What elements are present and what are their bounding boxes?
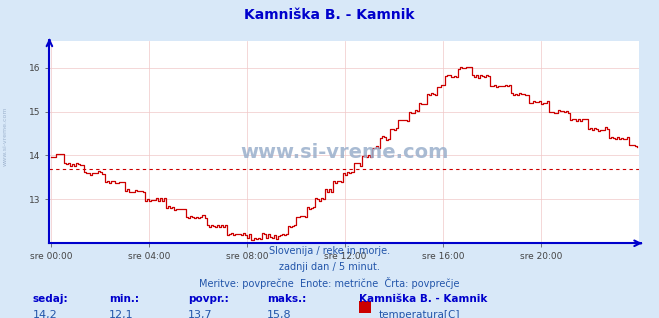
Text: 14,2: 14,2 xyxy=(33,310,58,318)
Text: Kamniška B. - Kamnik: Kamniška B. - Kamnik xyxy=(359,294,488,304)
Text: 12,1: 12,1 xyxy=(109,310,133,318)
Text: Slovenija / reke in morje.: Slovenija / reke in morje. xyxy=(269,246,390,256)
Text: Kamniška B. - Kamnik: Kamniška B. - Kamnik xyxy=(244,8,415,22)
Text: min.:: min.: xyxy=(109,294,139,304)
Text: zadnji dan / 5 minut.: zadnji dan / 5 minut. xyxy=(279,262,380,272)
Text: sedaj:: sedaj: xyxy=(33,294,69,304)
Text: 13,7: 13,7 xyxy=(188,310,212,318)
Text: Meritve: povprečne  Enote: metrične  Črta: povprečje: Meritve: povprečne Enote: metrične Črta:… xyxy=(199,277,460,289)
Text: www.si-vreme.com: www.si-vreme.com xyxy=(3,107,8,167)
Text: temperatura[C]: temperatura[C] xyxy=(379,310,461,318)
Text: maks.:: maks.: xyxy=(267,294,306,304)
Text: 15,8: 15,8 xyxy=(267,310,291,318)
Text: povpr.:: povpr.: xyxy=(188,294,229,304)
Text: www.si-vreme.com: www.si-vreme.com xyxy=(240,143,449,162)
